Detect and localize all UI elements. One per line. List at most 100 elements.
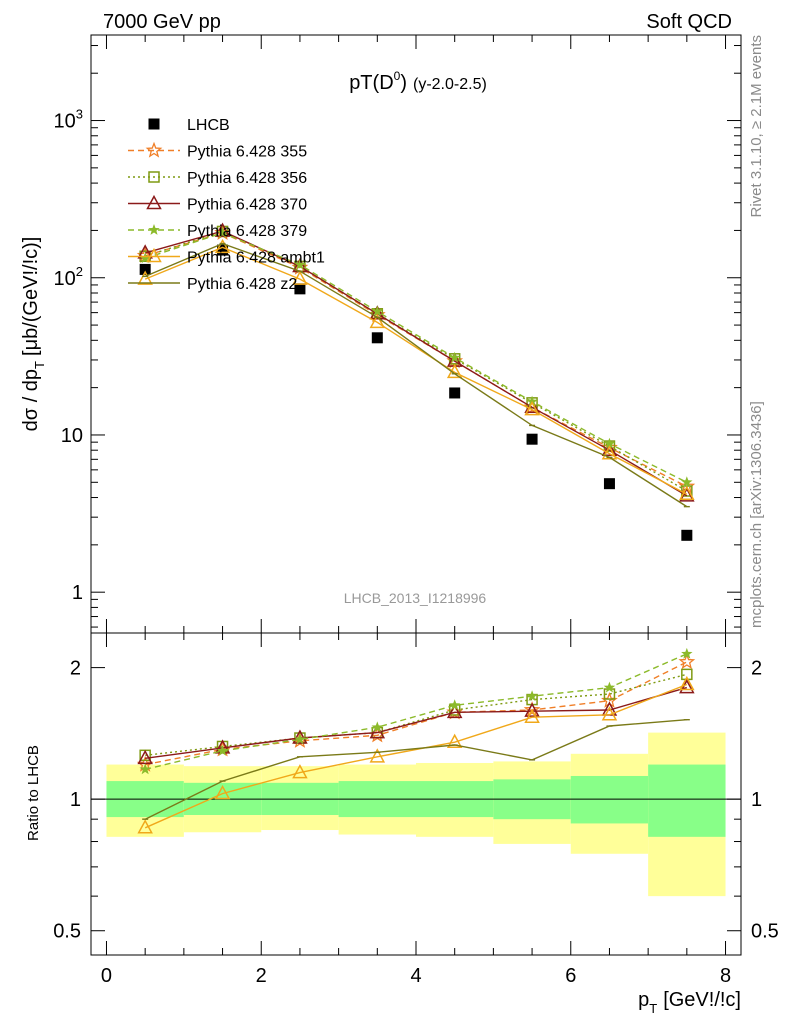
legend-marker xyxy=(146,247,162,263)
series-line xyxy=(144,232,688,483)
y-tick-label: 1 xyxy=(72,582,83,604)
y-tick-label: 102 xyxy=(54,264,83,290)
ratio-line xyxy=(144,683,688,829)
data-point xyxy=(294,258,306,270)
data-point xyxy=(679,487,695,502)
y-tick-label: 103 xyxy=(54,107,83,133)
ratio-y-tick-label: 1 xyxy=(70,789,81,811)
legend-label: Pythia 6.428 z2 xyxy=(187,276,297,293)
x-axis-title: pT [GeV!/!c] xyxy=(638,989,741,1016)
header-process-label: Soft QCD xyxy=(646,11,732,33)
data-point xyxy=(679,485,695,500)
ratio-point xyxy=(446,703,463,719)
data-point xyxy=(217,244,229,256)
y-tick-label: 10 xyxy=(61,425,83,447)
legend-entry: Pythia 6.428 379 xyxy=(128,223,307,240)
legend-label: Pythia 6.428 379 xyxy=(187,223,307,240)
data-point xyxy=(369,305,386,320)
uncertainty-band-inner xyxy=(570,775,649,824)
legend-label: Pythia 6.428 ambt1 xyxy=(187,250,325,267)
data-point xyxy=(292,270,308,285)
x-axis-title-main: p xyxy=(638,989,649,1011)
x-tick-label: 6 xyxy=(565,965,576,987)
data-point xyxy=(601,445,618,460)
legend-marker xyxy=(145,141,163,158)
uncertainty-band-inner xyxy=(648,764,726,837)
y-tick-label-base: 10 xyxy=(61,425,83,447)
legend-marker xyxy=(148,224,160,235)
data-point xyxy=(448,351,461,363)
data-point xyxy=(603,437,616,449)
rivet-version-label: Rivet 3.1.10, ≥ 2.1M events xyxy=(748,35,765,218)
data-point xyxy=(524,401,540,416)
ratio-line xyxy=(145,686,687,759)
y-axis-title-unit: [μb/(GeV!/!c)] xyxy=(20,237,42,356)
ratio-point xyxy=(214,784,231,800)
series-line xyxy=(145,230,688,497)
ratio-point xyxy=(294,733,306,745)
legend-marker xyxy=(148,171,160,183)
ratio-y-tick-label: 2 xyxy=(70,658,81,680)
series-line xyxy=(144,246,688,495)
data-point xyxy=(294,283,306,295)
legend-label: Pythia 6.428 370 xyxy=(187,197,307,214)
x-axis-title-sub: T xyxy=(649,1001,657,1016)
ratio-point xyxy=(139,763,151,775)
x-tick-label: 8 xyxy=(720,965,731,987)
y-tick-label-base: 10 xyxy=(54,268,76,290)
x-axis-title-unit: [GeV!/!c] xyxy=(663,989,741,1011)
legend-entry: LHCB xyxy=(148,117,230,134)
data-point xyxy=(137,270,153,285)
data-point xyxy=(681,529,693,541)
data-point xyxy=(449,387,461,399)
ratio-point xyxy=(681,647,693,659)
ratio-y-tick-label-right: 1 xyxy=(751,789,762,811)
plot-title-sup: 0 xyxy=(394,69,401,83)
y-tick-label-base: 1 xyxy=(72,582,83,604)
legend-entry: Pythia 6.428 356 xyxy=(128,170,307,187)
ratio-point xyxy=(292,764,308,779)
ratio-point xyxy=(369,748,386,763)
series-4 xyxy=(139,226,693,488)
legend-entry: Pythia 6.428 z2 xyxy=(128,276,297,293)
y-tick-label-exponent: 3 xyxy=(76,107,83,122)
ratio-line xyxy=(145,653,688,771)
ratio-point xyxy=(526,690,538,702)
data-point xyxy=(214,238,231,254)
ratio-point xyxy=(524,708,540,723)
ratio-series-4 xyxy=(137,675,695,834)
y-axis-title: dσ / dpT [μb/(GeV!/!c)] xyxy=(20,237,47,432)
y-tick-label-exponent: 2 xyxy=(76,264,83,279)
analysis-tag: LHCB_2013_I1218996 xyxy=(344,590,487,606)
ratio-point xyxy=(678,653,696,670)
legend-label: LHCB xyxy=(187,117,230,134)
ratio-y-tick-label-right: 2 xyxy=(751,658,762,680)
ratio-point xyxy=(524,702,540,717)
x-tick-label: 0 xyxy=(101,965,112,987)
ratio-point xyxy=(679,675,695,691)
legend-entry: Pythia 6.428 ambt1 xyxy=(128,247,325,267)
ratio-point xyxy=(137,819,153,834)
data-point xyxy=(214,222,231,237)
ratio-line xyxy=(145,673,687,756)
ratio-point xyxy=(446,733,463,748)
ratio-point xyxy=(292,729,308,744)
plot-title: pT(D0) (y-2.0-2.5) xyxy=(349,69,487,94)
data-point xyxy=(139,263,151,275)
y-tick-label-base: 10 xyxy=(54,111,76,133)
ratio-point xyxy=(216,744,229,756)
ratio-line xyxy=(145,661,688,766)
series-6 xyxy=(142,242,690,508)
mcplots-source-label: mcplots.cern.ch [arXiv:1306.3436] xyxy=(748,401,765,628)
ratio-axis-title: Ratio to LHCB xyxy=(25,745,42,841)
legend-label: Pythia 6.428 355 xyxy=(187,144,307,161)
data-point xyxy=(524,398,540,414)
x-tick-label: 4 xyxy=(410,965,421,987)
ratio-point xyxy=(523,701,541,718)
ratio-series-5 xyxy=(142,718,690,820)
series-0 xyxy=(139,244,693,541)
ratio-point xyxy=(448,699,461,711)
ratio-point xyxy=(371,721,384,733)
ratio-series-3 xyxy=(139,647,693,775)
